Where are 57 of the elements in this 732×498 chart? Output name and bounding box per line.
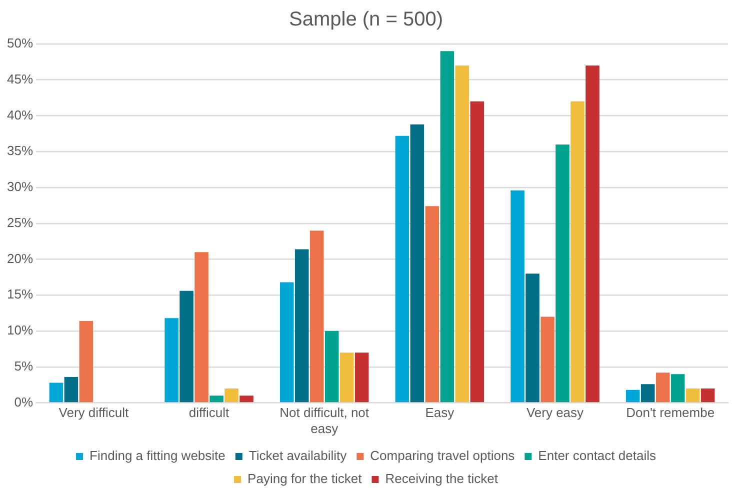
bar [425, 206, 440, 402]
y-tick-label: 45% [6, 71, 34, 86]
y-tick-label: 10% [6, 322, 34, 338]
bar [64, 376, 78, 402]
bar [194, 252, 208, 402]
bar [626, 390, 640, 402]
bar [670, 374, 685, 402]
bar [470, 101, 484, 402]
x-tick-label: difficult [188, 405, 230, 420]
bar [49, 382, 64, 402]
bar [686, 388, 700, 402]
bar [164, 318, 178, 402]
bar [310, 230, 324, 402]
x-tick-label: Not difficult, not easy [280, 405, 370, 436]
bar [324, 331, 339, 402]
bar [180, 290, 194, 402]
x-tick-label: Easy [425, 405, 455, 420]
bar [410, 124, 424, 402]
legend-label: Ticket availability [248, 448, 348, 464]
bar [656, 372, 670, 402]
bar [526, 274, 540, 402]
x-tick-label: Very easy [526, 405, 584, 420]
bar [280, 282, 294, 402]
bar [354, 352, 369, 402]
bar [79, 320, 94, 402]
legend-label: Finding a fitting website [90, 448, 226, 464]
y-tick-label: 5% [14, 358, 34, 374]
y-tick-label: 30% [6, 179, 34, 194]
bar [455, 66, 470, 402]
y-tick-label: 20% [6, 250, 34, 266]
bar [700, 388, 715, 402]
bar [586, 66, 600, 402]
legend-label: Enter contact details [538, 448, 656, 464]
y-tick-label: 0% [14, 394, 34, 410]
bar [224, 388, 238, 402]
legend-label: Paying for the ticket [248, 471, 362, 486]
bar [395, 136, 410, 402]
bar [294, 249, 309, 402]
legend-label: Comparing travel options [370, 448, 516, 464]
bar [240, 396, 254, 402]
y-tick-label: 50% [6, 36, 34, 51]
bar [640, 384, 655, 402]
legend-label: Receiving the ticket [385, 471, 498, 486]
x-tick-label: Don't remembe [626, 405, 715, 420]
y-tick-label: 25% [6, 214, 34, 230]
x-tick-label: Very difficult [58, 405, 129, 420]
bar [556, 144, 570, 402]
bar [540, 316, 554, 402]
bar [510, 190, 524, 402]
bar [340, 352, 354, 402]
y-tick-label: 15% [6, 286, 34, 302]
chart-title: Sample (n = 500) [289, 8, 443, 31]
y-tick-label: 35% [6, 143, 34, 158]
bar [440, 51, 454, 402]
bar [570, 101, 584, 402]
bar [210, 396, 224, 402]
y-tick-label: 40% [6, 107, 34, 122]
